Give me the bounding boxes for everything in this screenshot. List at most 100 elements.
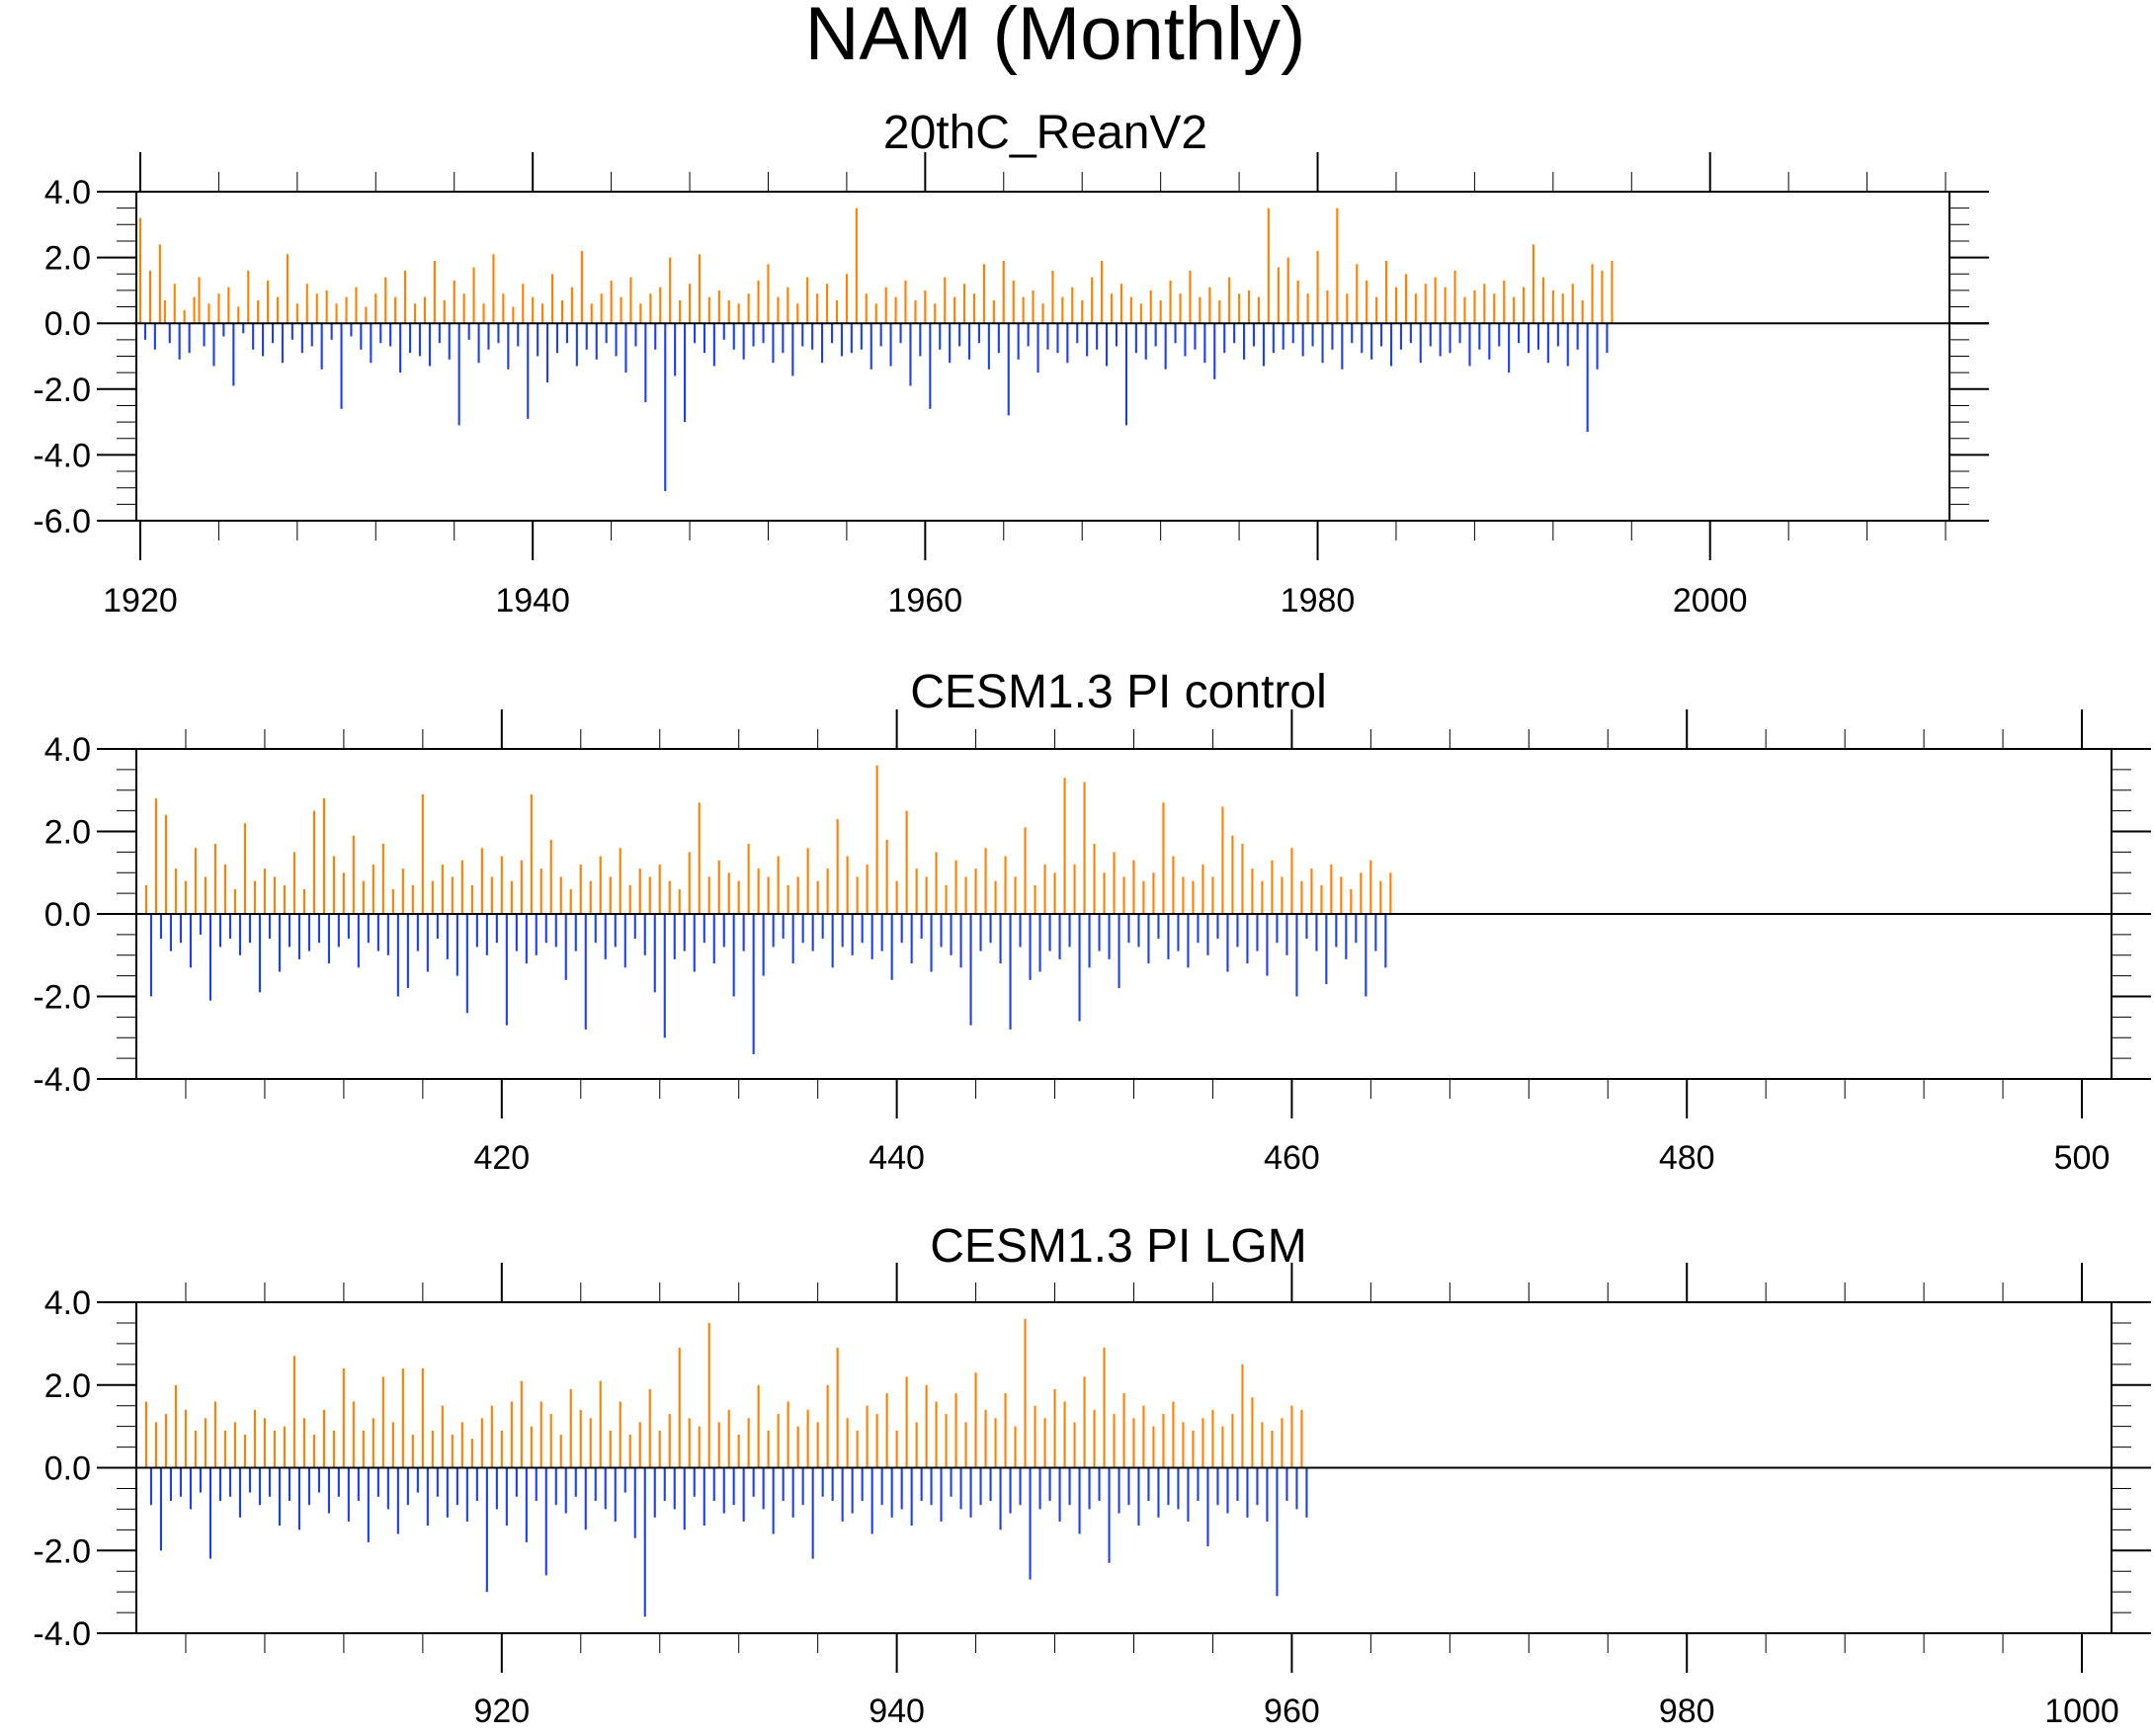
bar	[1290, 848, 1293, 914]
bar	[1365, 914, 1367, 997]
bar	[791, 323, 794, 376]
bar	[332, 1430, 335, 1468]
bar	[1596, 323, 1599, 370]
bar	[747, 293, 750, 324]
bar	[342, 872, 345, 915]
bar	[510, 1401, 513, 1468]
bar	[940, 1467, 943, 1522]
bar	[698, 1426, 701, 1468]
bar	[372, 1418, 374, 1468]
bar	[905, 810, 908, 914]
bar	[406, 1467, 409, 1506]
bar	[949, 323, 952, 364]
bar	[707, 1322, 710, 1468]
bar	[1523, 287, 1526, 324]
bar	[604, 914, 607, 959]
bar	[610, 280, 613, 324]
bar	[722, 1467, 725, 1514]
bar	[421, 1368, 424, 1468]
bar	[1261, 1422, 1264, 1468]
bar	[340, 323, 343, 409]
bar	[1017, 323, 1020, 360]
bar	[1014, 1426, 1017, 1468]
bar	[1236, 914, 1239, 948]
bar	[623, 1467, 626, 1493]
bar	[885, 839, 888, 914]
bar	[895, 1430, 898, 1468]
bar	[1149, 289, 1152, 324]
bar	[1241, 844, 1244, 914]
bar	[199, 1467, 202, 1493]
bar	[414, 303, 417, 324]
bar	[737, 303, 740, 324]
bar	[1226, 914, 1229, 972]
bar	[1058, 914, 1061, 959]
bar	[1546, 323, 1549, 364]
bar	[732, 1467, 735, 1506]
bar	[846, 856, 849, 914]
bar	[1113, 852, 1116, 914]
bar	[674, 323, 677, 376]
bar	[836, 819, 839, 914]
bar	[999, 914, 1002, 964]
bar	[290, 323, 293, 340]
bar	[831, 323, 834, 344]
bar	[268, 1467, 271, 1497]
bar	[1139, 303, 1142, 324]
bar	[1389, 872, 1392, 915]
bar	[1246, 1467, 1249, 1518]
bar	[174, 868, 177, 914]
bar	[1024, 1318, 1027, 1468]
bar	[1335, 914, 1338, 948]
bar	[920, 1467, 923, 1501]
bar	[1311, 323, 1314, 347]
bar	[1246, 914, 1249, 964]
bar	[212, 323, 215, 367]
bar	[831, 1467, 834, 1501]
bar	[1345, 914, 1348, 959]
bar	[762, 914, 765, 976]
bar	[935, 852, 938, 914]
bar	[148, 270, 151, 324]
bar	[193, 296, 196, 324]
bar	[727, 872, 730, 915]
bar	[1103, 872, 1106, 915]
bar	[659, 287, 662, 324]
bar	[1043, 864, 1046, 914]
bar	[456, 1467, 458, 1506]
bar	[1129, 296, 1132, 324]
bar	[1394, 287, 1397, 324]
bar	[480, 1418, 483, 1468]
bar	[1098, 1467, 1101, 1501]
bar	[801, 914, 804, 944]
bar	[673, 1467, 676, 1510]
bar	[643, 1467, 646, 1617]
bar	[394, 296, 397, 324]
bar	[495, 1467, 498, 1510]
bar	[1326, 289, 1329, 324]
bar	[1024, 827, 1027, 914]
bar	[579, 1409, 582, 1468]
bar	[1248, 289, 1251, 324]
bar	[1301, 323, 1304, 357]
y-tick-label: 4.0	[44, 174, 91, 211]
bar	[1147, 914, 1150, 964]
bar	[569, 1388, 572, 1468]
bar	[678, 889, 681, 914]
bar	[1187, 1467, 1190, 1522]
bar	[579, 864, 582, 914]
bar	[737, 880, 740, 914]
bar	[159, 1467, 162, 1551]
bar	[703, 323, 705, 354]
bar	[623, 914, 626, 968]
bar	[663, 914, 666, 1038]
bar	[446, 914, 449, 959]
panel-20thc-reanv2: 20thC_ReanV2 4.0 2.0 0.0 -2.0 -4.0 -6.0 1920 19…	[33, 107, 1989, 620]
bar	[342, 1368, 345, 1468]
bar	[910, 914, 913, 964]
bar	[258, 914, 261, 993]
bar	[1361, 323, 1364, 354]
bar	[164, 1414, 167, 1468]
bar	[409, 323, 412, 354]
bar	[856, 876, 859, 914]
